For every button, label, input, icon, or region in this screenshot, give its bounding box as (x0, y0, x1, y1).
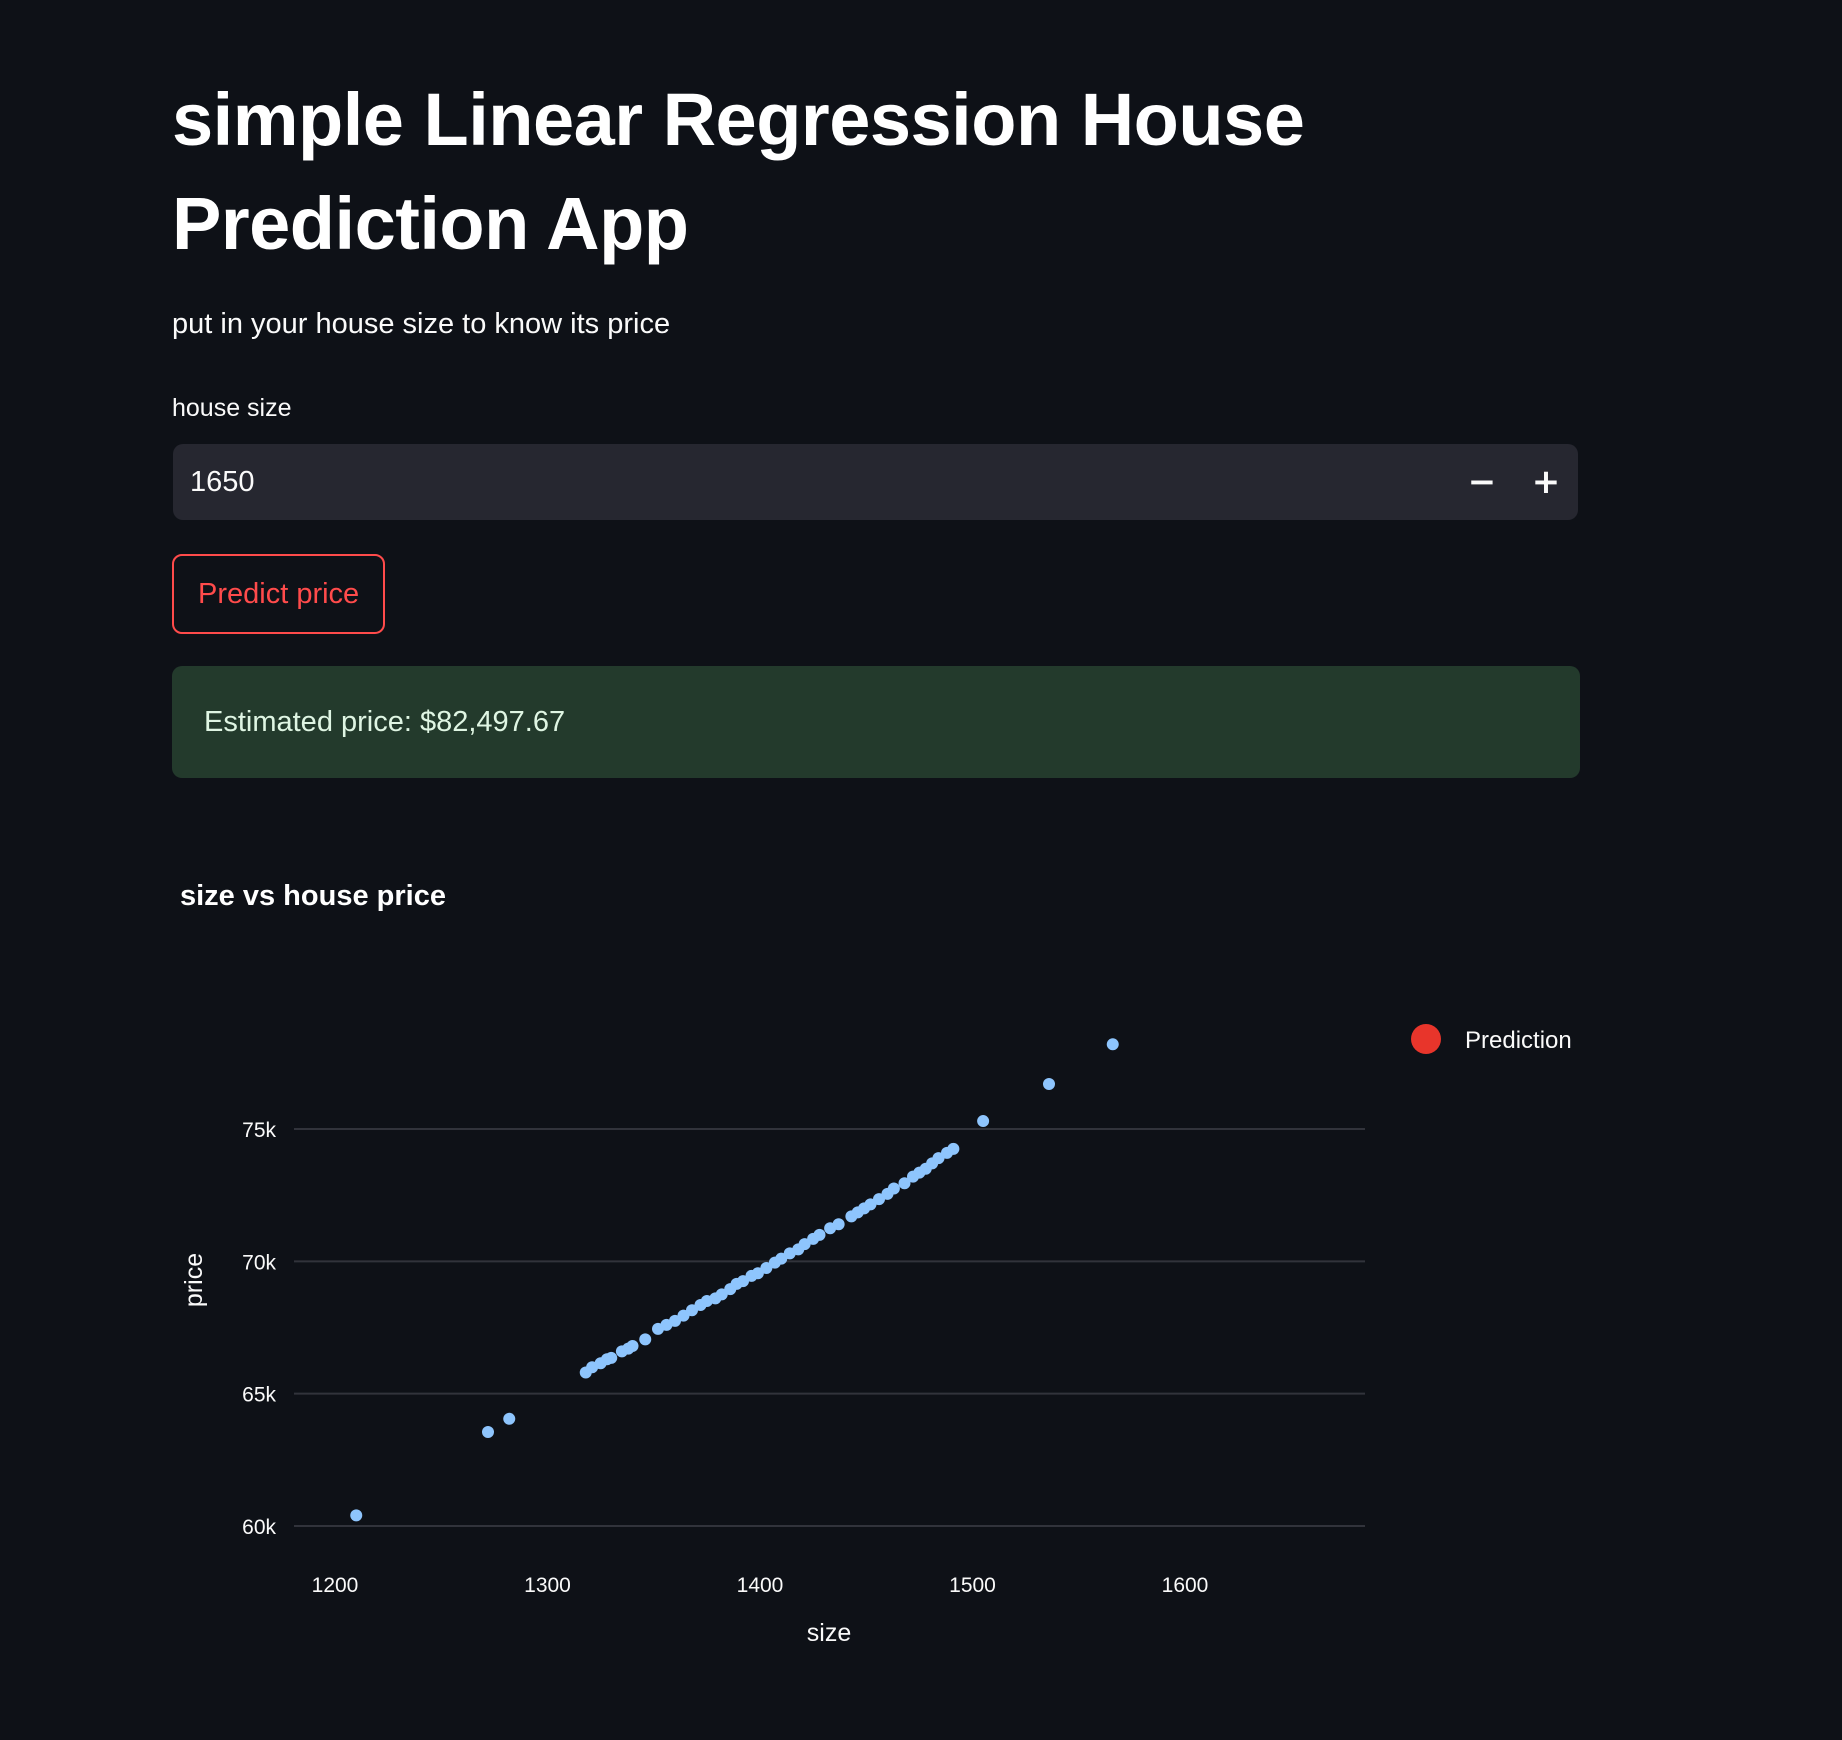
house-size-input[interactable] (173, 443, 1450, 521)
legend-marker-prediction (1411, 1024, 1441, 1054)
x-axis-label: size (807, 1619, 851, 1647)
data-point[interactable] (977, 1115, 990, 1128)
predict-price-button[interactable]: Predict price (172, 554, 386, 634)
decrement-button[interactable]: − (1450, 444, 1514, 520)
chart-title: size vs house price (180, 880, 446, 912)
x-tick-label: 1200 (312, 1574, 359, 1597)
data-point[interactable] (813, 1228, 826, 1241)
x-tick-label: 1300 (524, 1574, 571, 1597)
data-point[interactable] (605, 1351, 618, 1364)
data-point[interactable] (482, 1426, 494, 1439)
y-tick-label: 70k (242, 1251, 276, 1274)
house-size-label: house size (172, 394, 292, 422)
house-size-stepper: − + (173, 443, 1578, 521)
y-tick-label: 65k (242, 1384, 276, 1407)
page-subtitle: put in your house size to know its price (172, 308, 671, 340)
data-point[interactable] (503, 1412, 516, 1425)
minus-icon: − (1467, 462, 1497, 502)
data-point[interactable] (887, 1182, 900, 1195)
prediction-result-alert: Estimated price: $82,497.67 (172, 666, 1580, 778)
plus-icon: + (1531, 462, 1561, 502)
data-point[interactable] (1106, 1038, 1119, 1051)
data-point[interactable] (832, 1218, 845, 1231)
data-point[interactable] (350, 1509, 363, 1522)
y-tick-label: 60k (242, 1516, 276, 1539)
x-axis-ticks: 1200 1300 1400 1500 1600 (312, 1574, 1209, 1597)
data-point[interactable] (639, 1333, 652, 1346)
y-tick-label: 75k (242, 1119, 276, 1142)
data-point[interactable] (947, 1142, 960, 1155)
prediction-result-text: Estimated price: $82,497.67 (204, 705, 566, 738)
chart-gridlines (294, 1128, 1365, 1527)
increment-button[interactable]: + (1514, 444, 1578, 520)
legend-label-prediction: Prediction (1465, 1027, 1572, 1054)
page-title: simple Linear Regression House Predictio… (172, 78, 1305, 265)
chart-legend[interactable]: Prediction (1411, 1024, 1572, 1054)
scatter-points (350, 1038, 1119, 1522)
x-tick-label: 1500 (949, 1574, 996, 1597)
x-tick-label: 1400 (737, 1574, 784, 1597)
x-tick-label: 1600 (1162, 1574, 1209, 1597)
data-point[interactable] (1043, 1078, 1055, 1091)
y-axis-label: price (180, 1253, 208, 1307)
data-point[interactable] (626, 1340, 639, 1353)
y-axis-ticks: 60k 65k 70k 75k (242, 1119, 276, 1539)
data-point[interactable] (898, 1177, 911, 1190)
